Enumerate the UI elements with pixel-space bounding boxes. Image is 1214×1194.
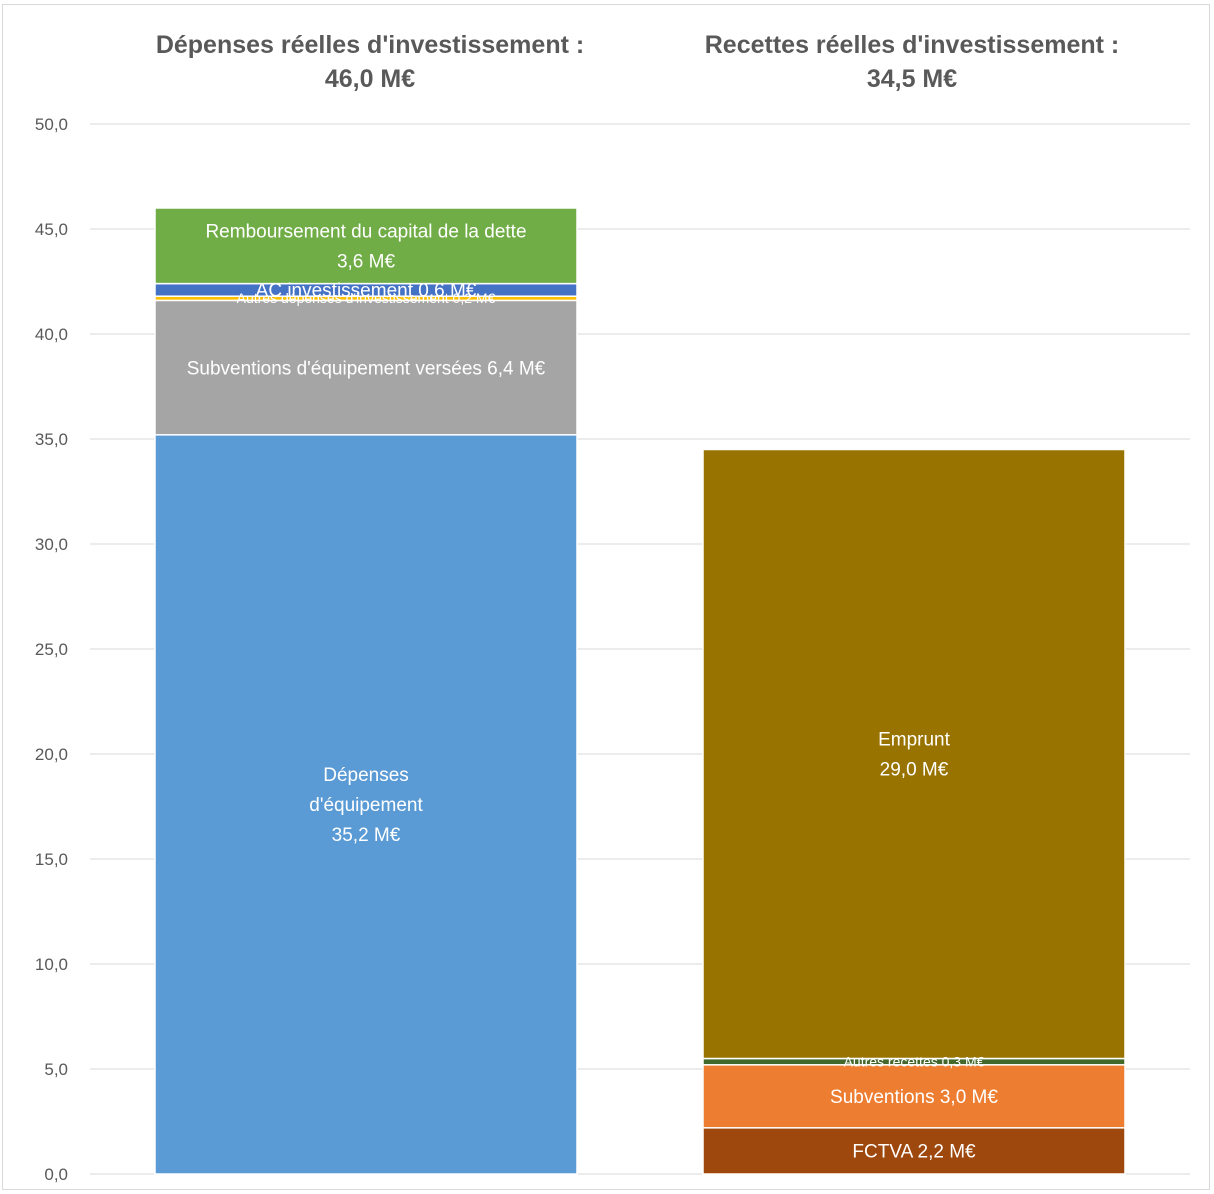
data-label: Autres dépenses d'investissement 0,2 M€: [237, 290, 496, 306]
data-label: Subventions 3,0 M€: [830, 1087, 998, 1108]
data-label: Subventions d'équipement versées 6,4 M€: [187, 358, 546, 379]
y-tick-label: 50,0: [35, 115, 68, 134]
y-tick-label: 45,0: [35, 220, 68, 239]
bar-segment: [154, 299, 578, 436]
data-label: FCTVA 2,2 M€: [852, 1142, 976, 1163]
y-tick-label: 20,0: [35, 745, 68, 764]
data-label: 3,6 M€: [337, 251, 396, 272]
y-tick-label: 40,0: [35, 325, 68, 344]
title-expenses-line1: Dépenses réelles d'investissement :: [155, 31, 585, 59]
bar-segment: [702, 1064, 1126, 1129]
bars: [154, 207, 1126, 1175]
data-label: 29,0 M€: [880, 760, 949, 781]
data-label: 35,2 M€: [332, 825, 401, 846]
title-revenues-line2: 34,5 M€: [866, 65, 958, 93]
y-tick-label: 15,0: [35, 850, 68, 869]
bar-segment: [154, 434, 578, 1175]
y-tick-label: 5,0: [44, 1060, 68, 1079]
data-label: Emprunt: [878, 730, 951, 751]
data-label: Remboursement du capital de la dette: [205, 221, 526, 242]
y-tick-label: 35,0: [35, 430, 68, 449]
y-axis-ticks: 0,0 5,0 10,0 15,0 20,0 25,0 30,0 35,0 40,0 45,0 50…: [35, 115, 68, 1184]
y-tick-label: 30,0: [35, 535, 68, 554]
data-label: AC investissement 0,6 M€: [256, 281, 477, 302]
chart-frame: [2, 4, 1210, 1190]
data-label: d'équipement: [309, 795, 423, 816]
y-tick-label: 10,0: [35, 955, 68, 974]
y-tick-label: 0,0: [44, 1165, 68, 1184]
data-label: Dépenses: [323, 765, 409, 786]
segment-labels: Dépenses d'équipement 35,2 M€ Subventions d…: [187, 221, 999, 1162]
chart-title-revenues: Recettes réelles d'investissement : 34,5…: [632, 28, 1192, 96]
title-expenses-line2: 46,0 M€: [324, 65, 416, 93]
bar-segment: [702, 448, 1126, 1060]
y-tick-label: 25,0: [35, 640, 68, 659]
data-label: Autres recettes 0,3 M€: [844, 1054, 985, 1070]
title-revenues-line1: Recettes réelles d'investissement :: [704, 31, 1120, 59]
bar-segment: [154, 207, 578, 285]
chart-title-expenses: Dépenses réelles d'investissement : 46,0…: [90, 28, 650, 96]
